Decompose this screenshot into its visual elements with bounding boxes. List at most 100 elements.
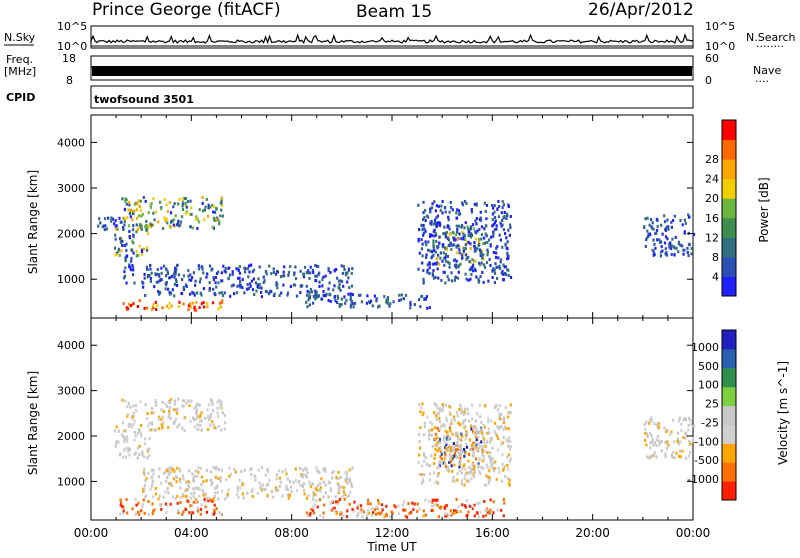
y-tick-label: 3000 — [57, 385, 85, 398]
data-cell — [285, 484, 288, 488]
data-cell — [206, 305, 209, 309]
data-cell — [327, 269, 330, 273]
data-cell — [208, 264, 212, 268]
data-cell — [417, 237, 420, 241]
data-cell — [141, 253, 144, 257]
data-cell — [343, 267, 346, 271]
data-cell — [119, 239, 122, 243]
data-cell — [689, 419, 692, 422]
data-cell — [247, 275, 250, 279]
data-cell — [132, 235, 135, 239]
data-cell — [455, 263, 458, 267]
data-cell — [137, 253, 140, 257]
data-cell — [644, 431, 647, 435]
data-cell — [477, 465, 480, 469]
data-cell — [341, 271, 344, 275]
data-cell — [218, 399, 221, 403]
data-cell — [452, 243, 455, 247]
data-cell — [459, 456, 462, 460]
data-cell — [481, 256, 484, 260]
data-cell — [664, 454, 667, 458]
data-cell — [495, 246, 498, 250]
data-cell — [679, 219, 682, 222]
data-cell — [201, 267, 204, 271]
data-cell — [465, 429, 468, 433]
data-cell — [348, 286, 351, 290]
data-cell — [663, 241, 667, 245]
data-cell — [122, 216, 125, 220]
data-cell — [340, 297, 343, 301]
data-cell — [502, 435, 505, 439]
data-cell — [480, 420, 483, 424]
data-cell — [508, 483, 511, 487]
data-cell — [475, 222, 478, 226]
data-cell — [438, 437, 442, 441]
data-cell — [655, 231, 658, 235]
data-cell — [451, 230, 454, 234]
data-cell — [309, 271, 312, 275]
data-cell — [428, 429, 431, 433]
data-cell — [483, 236, 486, 240]
data-cell — [318, 285, 321, 288]
data-cell — [442, 435, 446, 439]
data-cell — [173, 202, 176, 206]
data-cell — [381, 508, 384, 512]
data-cell — [432, 253, 435, 257]
data-cell — [333, 508, 336, 512]
data-cell — [503, 211, 506, 214]
data-cell — [141, 450, 144, 454]
data-cell — [319, 489, 322, 493]
data-cell — [184, 201, 187, 205]
data-cell — [475, 446, 478, 450]
data-cell — [266, 468, 269, 471]
data-cell — [113, 429, 116, 433]
data-cell — [645, 443, 648, 447]
data-cell — [113, 246, 117, 250]
data-cell — [298, 467, 302, 470]
data-cell — [306, 513, 309, 517]
data-cell — [318, 271, 321, 275]
data-cell — [424, 208, 427, 212]
data-cell — [456, 228, 459, 231]
data-cell — [102, 224, 105, 228]
colorbar-tick-label: 8 — [712, 251, 719, 264]
data-cell — [149, 205, 152, 209]
data-cell — [129, 304, 132, 307]
data-cell — [315, 291, 318, 295]
beam-title: Beam 15 — [356, 2, 432, 22]
data-cell — [432, 269, 435, 272]
data-cell — [140, 214, 143, 218]
data-cell — [655, 444, 658, 448]
data-cell — [219, 476, 222, 480]
data-cell — [440, 452, 443, 456]
data-cell — [417, 267, 420, 271]
data-cell — [648, 421, 651, 425]
data-cell — [217, 425, 220, 428]
data-cell — [370, 507, 374, 511]
data-cell — [474, 269, 477, 273]
data-cell — [460, 223, 464, 227]
data-cell — [433, 402, 436, 406]
data-cell — [160, 266, 163, 270]
data-cell — [498, 414, 501, 418]
data-cell — [156, 268, 159, 271]
data-cell — [249, 284, 252, 288]
data-cell — [372, 511, 375, 515]
data-cell — [120, 433, 124, 437]
data-cell — [236, 486, 239, 489]
data-cell — [266, 469, 269, 473]
data-cell — [486, 451, 489, 455]
data-cell — [132, 233, 135, 237]
data-cell — [465, 277, 468, 281]
data-cell — [475, 275, 478, 279]
data-cell — [448, 232, 451, 236]
data-cell — [457, 445, 460, 449]
data-cell — [342, 490, 345, 494]
data-cell — [256, 284, 259, 288]
data-cell — [169, 276, 172, 279]
freq-unit-label: [MHz] — [4, 65, 36, 78]
data-cell — [474, 219, 477, 223]
data-cell — [488, 258, 491, 261]
data-cell — [270, 490, 273, 494]
